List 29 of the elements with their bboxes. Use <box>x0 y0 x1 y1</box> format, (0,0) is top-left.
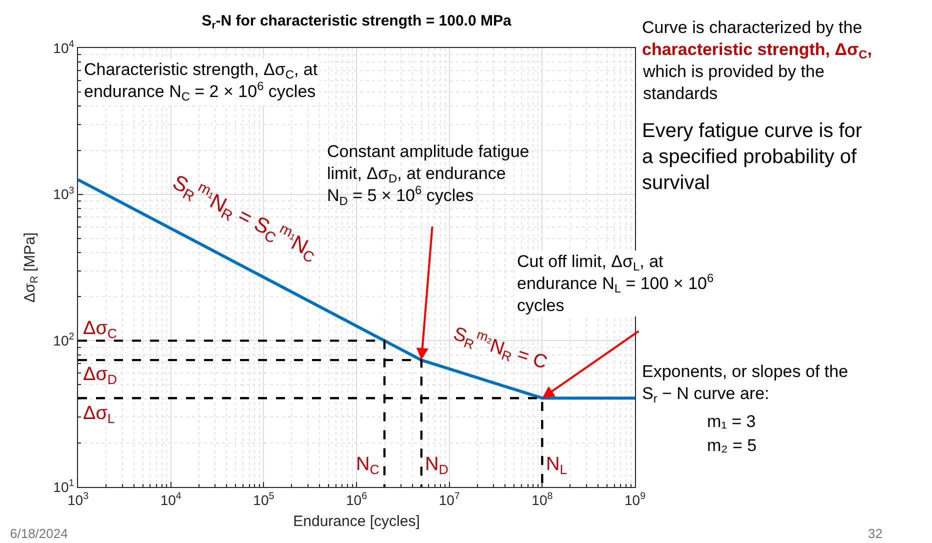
text: which is provided by the standards <box>642 62 824 104</box>
x-tick-label: 10$^{8}$ <box>532 490 554 508</box>
text: 32 <box>868 526 882 541</box>
y-tick-label: 10$^{2}$ <box>53 332 74 349</box>
annotation: Δσ$_{D}$ <box>83 364 118 387</box>
text: Characteristic strength, Δσ$_{C}$, at endurance N$_{C}$ = 2 × 10$^{6}$ cycles <box>84 60 318 104</box>
text: m₂ = 5 <box>707 436 757 455</box>
chart-title: S$_{r}$-N for characteristic strength = 100.0 MPa <box>202 12 512 32</box>
text: 6/18/2024 <box>10 526 68 541</box>
x-tick-label: 10$^{6}$ <box>346 490 368 508</box>
x-tick-label: 10$^{7}$ <box>438 490 460 508</box>
annotation: N$_{L}$ <box>546 454 568 477</box>
x-tick-label: 10$^{5}$ <box>253 490 275 508</box>
annotation: N$_{D}$ <box>425 454 448 477</box>
text: Constant amplitude fatigue limit, Δσ$_{D}$, at endurance N$_{D}$ = 5 × 10$^{6}$ cycles <box>327 142 530 208</box>
x-axis-title: Endurance [cycles] <box>293 512 420 530</box>
text: m₁ = 3 <box>707 412 756 431</box>
text: Every fatigue curve is for a specified probability of survival <box>642 120 862 194</box>
text: Curve is characterized by the <box>642 18 862 37</box>
x-tick-label: 10$^{9}$ <box>624 490 646 508</box>
annotation: Δσ$_{L}$ <box>83 403 115 426</box>
text: characteristic strength, Δσ$_{C}$, <box>642 40 872 62</box>
x-tick-label: 10$^{4}$ <box>160 490 182 508</box>
text: Cut off limit, Δσ$_{L}$, at endurance N$_{L}$ = 100 × 10$^{6}$ cycles <box>517 252 714 316</box>
annotation: Δσ$_{C}$ <box>83 318 118 341</box>
y-tick-label: 10$^{4}$ <box>53 39 75 56</box>
y-tick-label: 10$^{3}$ <box>53 185 75 202</box>
text: Exponents, or slopes of the S$_{r}$ − N curve are: <box>642 362 848 406</box>
annotation: N$_{C}$ <box>356 454 380 477</box>
